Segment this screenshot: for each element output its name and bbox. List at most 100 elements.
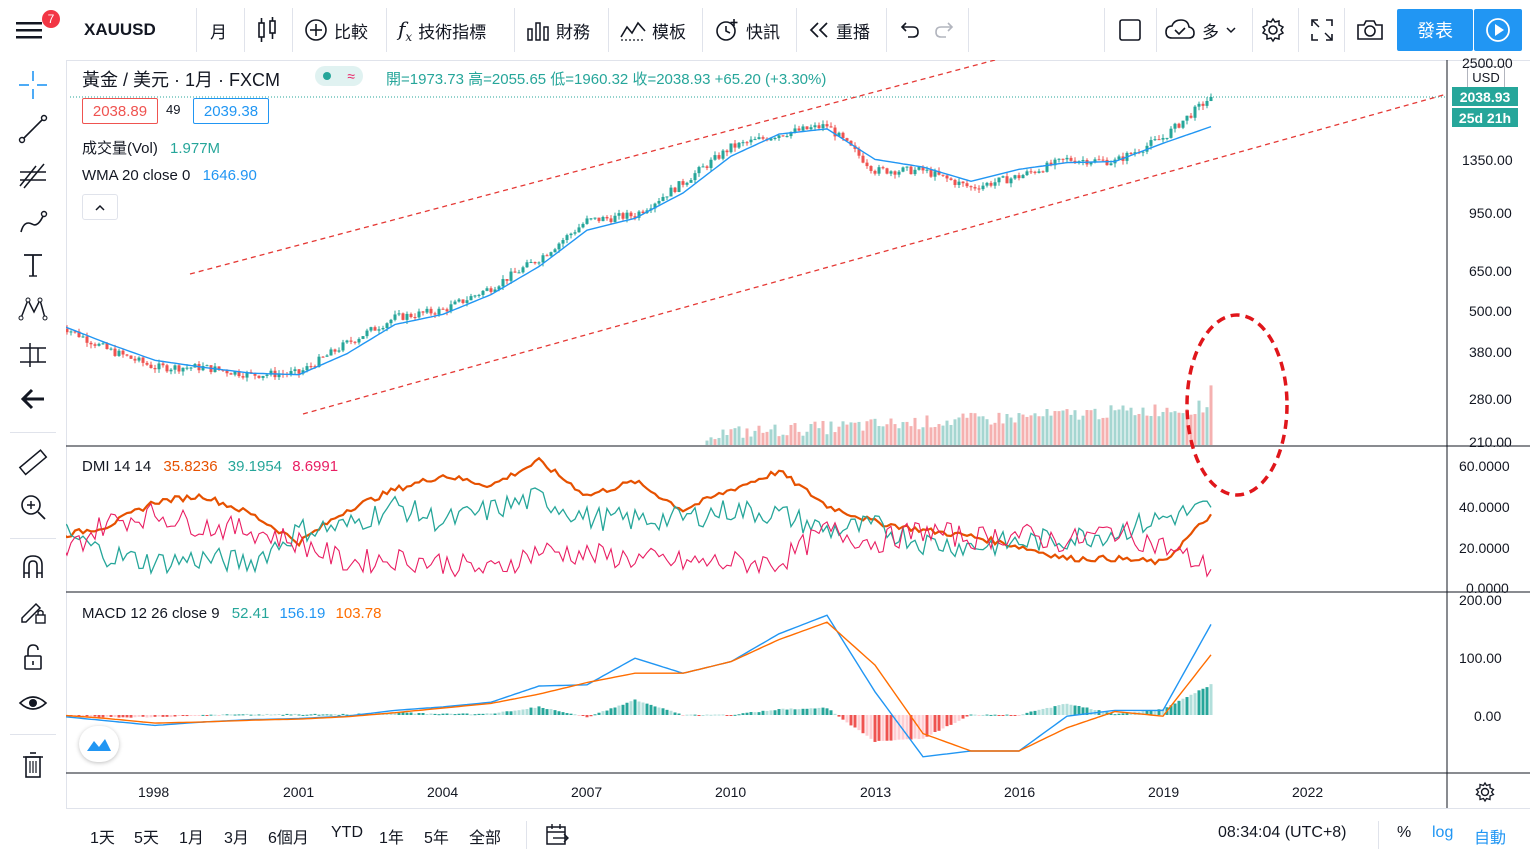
financials-button[interactable]: 財務 bbox=[526, 8, 590, 52]
range-ytd[interactable]: YTD bbox=[331, 824, 363, 841]
stay-drawing-tool[interactable] bbox=[16, 594, 50, 628]
publish-button[interactable]: 發表 bbox=[1397, 9, 1473, 51]
chevron-up-icon bbox=[95, 204, 105, 211]
macd-hist-bar bbox=[77, 715, 81, 717]
volume-bar bbox=[925, 415, 929, 445]
candle-body bbox=[577, 227, 581, 233]
lock-tool[interactable] bbox=[16, 640, 50, 674]
macd-hist-bar bbox=[957, 715, 961, 721]
macd-hist-bar bbox=[697, 715, 701, 716]
text-tool[interactable] bbox=[16, 248, 50, 282]
range-1m[interactable]: 1月 bbox=[179, 830, 204, 847]
fx-icon: fx bbox=[398, 16, 413, 44]
candle-body bbox=[137, 357, 141, 361]
menu-button[interactable] bbox=[16, 8, 50, 52]
ruler-tool[interactable] bbox=[16, 446, 50, 480]
range-5y[interactable]: 5年 bbox=[424, 830, 449, 847]
clock-timezone[interactable]: 08:34:04 (UTC+8) bbox=[1218, 824, 1347, 841]
macd-hist-bar bbox=[805, 708, 809, 715]
gear-icon bbox=[1475, 781, 1495, 803]
settings-button[interactable] bbox=[1260, 8, 1286, 52]
back-tool[interactable] bbox=[16, 382, 50, 416]
goto-date-button[interactable] bbox=[544, 822, 570, 853]
save-layout-button[interactable]: 多 bbox=[1164, 8, 1237, 52]
crosshair-tool[interactable] bbox=[16, 68, 50, 102]
range-1y[interactable]: 1年 bbox=[379, 830, 404, 847]
fib-tool[interactable] bbox=[16, 158, 50, 192]
tradingview-logo[interactable] bbox=[79, 726, 119, 762]
price-tick: 1350.00 bbox=[1462, 152, 1513, 168]
volume-bar bbox=[733, 428, 737, 445]
undo-button[interactable] bbox=[898, 8, 920, 52]
trendline-tool[interactable] bbox=[16, 112, 50, 146]
macd-hist-bar bbox=[1181, 698, 1185, 715]
candle-body bbox=[237, 371, 241, 377]
symbol-search-button[interactable]: XAUUSD bbox=[84, 20, 156, 39]
magnet-tool[interactable] bbox=[16, 550, 50, 584]
pattern-tool[interactable] bbox=[16, 292, 50, 326]
volume-bar bbox=[1165, 407, 1169, 445]
range-1d[interactable]: 1天 bbox=[90, 830, 115, 847]
brush-tool[interactable] bbox=[16, 204, 50, 238]
volume-bar bbox=[793, 423, 797, 445]
range-5d[interactable]: 5天 bbox=[134, 830, 159, 847]
templates-label: 模板 bbox=[652, 22, 686, 42]
candle-body bbox=[837, 132, 841, 137]
annotation-ellipse[interactable] bbox=[1185, 313, 1289, 497]
collapse-legend-button[interactable] bbox=[82, 194, 118, 220]
auto-toggle[interactable]: 自動 bbox=[1474, 830, 1507, 847]
macd-tick: 0.00 bbox=[1474, 708, 1502, 724]
templates-button[interactable]: 模板 bbox=[620, 8, 686, 52]
candle-body bbox=[173, 365, 177, 370]
buy-button[interactable]: 2039.38 bbox=[193, 98, 269, 124]
macd-hist-bar bbox=[1101, 711, 1105, 715]
dmi-tick: 60.0000 bbox=[1459, 458, 1510, 474]
candle-body bbox=[781, 135, 785, 137]
wma-value: 1646.90 bbox=[202, 167, 257, 184]
candle-body bbox=[997, 177, 1001, 183]
zoom-tool[interactable] bbox=[16, 490, 50, 524]
chart-canvas[interactable] bbox=[66, 60, 1530, 808]
chart-type-button[interactable] bbox=[256, 8, 278, 52]
macd-hist-bar bbox=[333, 714, 337, 716]
candle-body bbox=[345, 340, 349, 343]
interval-button[interactable]: 月 bbox=[210, 22, 227, 42]
replay-button[interactable]: 重播 bbox=[808, 8, 870, 52]
hamburger-icon bbox=[16, 22, 42, 39]
indicators-button[interactable]: fx 技術指標 bbox=[398, 8, 486, 52]
range-6m[interactable]: 6個月 bbox=[268, 830, 309, 847]
market-status-badge[interactable]: ≈ bbox=[315, 66, 363, 86]
percent-toggle[interactable]: % bbox=[1397, 824, 1412, 841]
prediction-tool[interactable] bbox=[16, 338, 50, 372]
financials-label: 財務 bbox=[556, 22, 590, 42]
layout-button[interactable] bbox=[1118, 8, 1142, 52]
redo-button[interactable] bbox=[934, 8, 956, 52]
play-button[interactable] bbox=[1474, 9, 1522, 51]
channel-lower-line[interactable] bbox=[302, 93, 1448, 415]
candle-body bbox=[945, 175, 949, 179]
macd-hist-bar bbox=[729, 715, 733, 716]
visibility-tool[interactable] bbox=[16, 686, 50, 720]
candle-body bbox=[689, 180, 693, 183]
log-toggle[interactable]: log bbox=[1432, 824, 1454, 841]
candle-body bbox=[697, 167, 701, 174]
candle-body bbox=[529, 262, 533, 264]
axis-settings-button[interactable] bbox=[1474, 781, 1496, 808]
range-all[interactable]: 全部 bbox=[469, 830, 502, 847]
compare-button[interactable]: 比較 bbox=[304, 8, 368, 52]
trendline-icon bbox=[18, 114, 48, 144]
snapshot-button[interactable] bbox=[1356, 8, 1384, 52]
fullscreen-button[interactable] bbox=[1310, 8, 1334, 52]
channel-upper-line[interactable] bbox=[189, 60, 1010, 275]
macd-label: MACD 12 26 close 9 bbox=[82, 605, 220, 622]
macd-hist-bar bbox=[233, 714, 237, 716]
range-3m[interactable]: 3月 bbox=[224, 830, 249, 847]
macd-hist-bar bbox=[937, 715, 941, 731]
delete-tool[interactable] bbox=[16, 748, 50, 782]
candle-body bbox=[669, 187, 673, 197]
macd-hist-bar bbox=[981, 714, 985, 716]
alert-button[interactable]: 快訊 bbox=[714, 8, 780, 52]
macd-hist-bar bbox=[405, 712, 409, 715]
sell-button[interactable]: 2038.89 bbox=[82, 98, 158, 124]
macd-hist-bar bbox=[1145, 710, 1149, 715]
